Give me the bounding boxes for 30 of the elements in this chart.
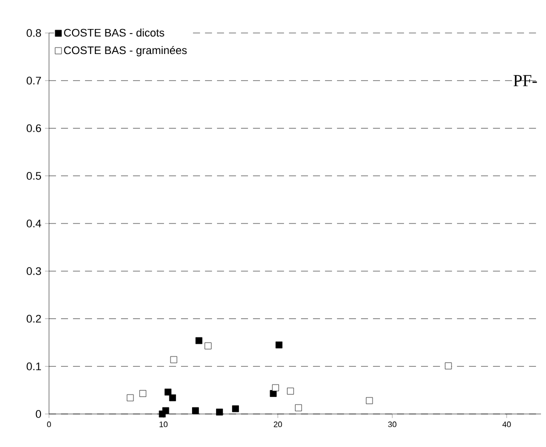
y-tick-label: 0.3 — [26, 267, 42, 275]
point — [295, 404, 302, 412]
point — [170, 356, 178, 364]
y-tick-label: 0.2 — [26, 314, 41, 323]
point — [195, 337, 202, 344]
point — [169, 394, 176, 402]
annotation: PF- — [513, 75, 537, 86]
legend-label: COSTE BAS - dicots — [64, 28, 164, 37]
point — [276, 342, 282, 348]
point — [444, 362, 452, 370]
y-tick-label: 0.4 — [26, 220, 42, 228]
y-tick-label: 0 — [36, 410, 42, 418]
y-tick-label: 0.7 — [26, 76, 41, 84]
y-tick-label: 0.1 — [26, 362, 41, 370]
point — [232, 405, 239, 412]
point — [272, 384, 279, 392]
y-tick-label: 0.5 — [26, 172, 42, 180]
y-tick-label: 0.6 — [26, 124, 42, 132]
point — [366, 397, 373, 404]
point — [139, 390, 146, 397]
y-tick-label: 0.8 — [26, 29, 42, 37]
point — [192, 407, 199, 414]
point — [287, 388, 294, 395]
point — [162, 407, 170, 414]
point — [204, 342, 212, 350]
point — [270, 390, 277, 397]
point — [126, 394, 134, 402]
legend-label: COSTE BAS - graminées — [64, 46, 187, 56]
point — [164, 388, 172, 396]
point — [216, 408, 223, 416]
